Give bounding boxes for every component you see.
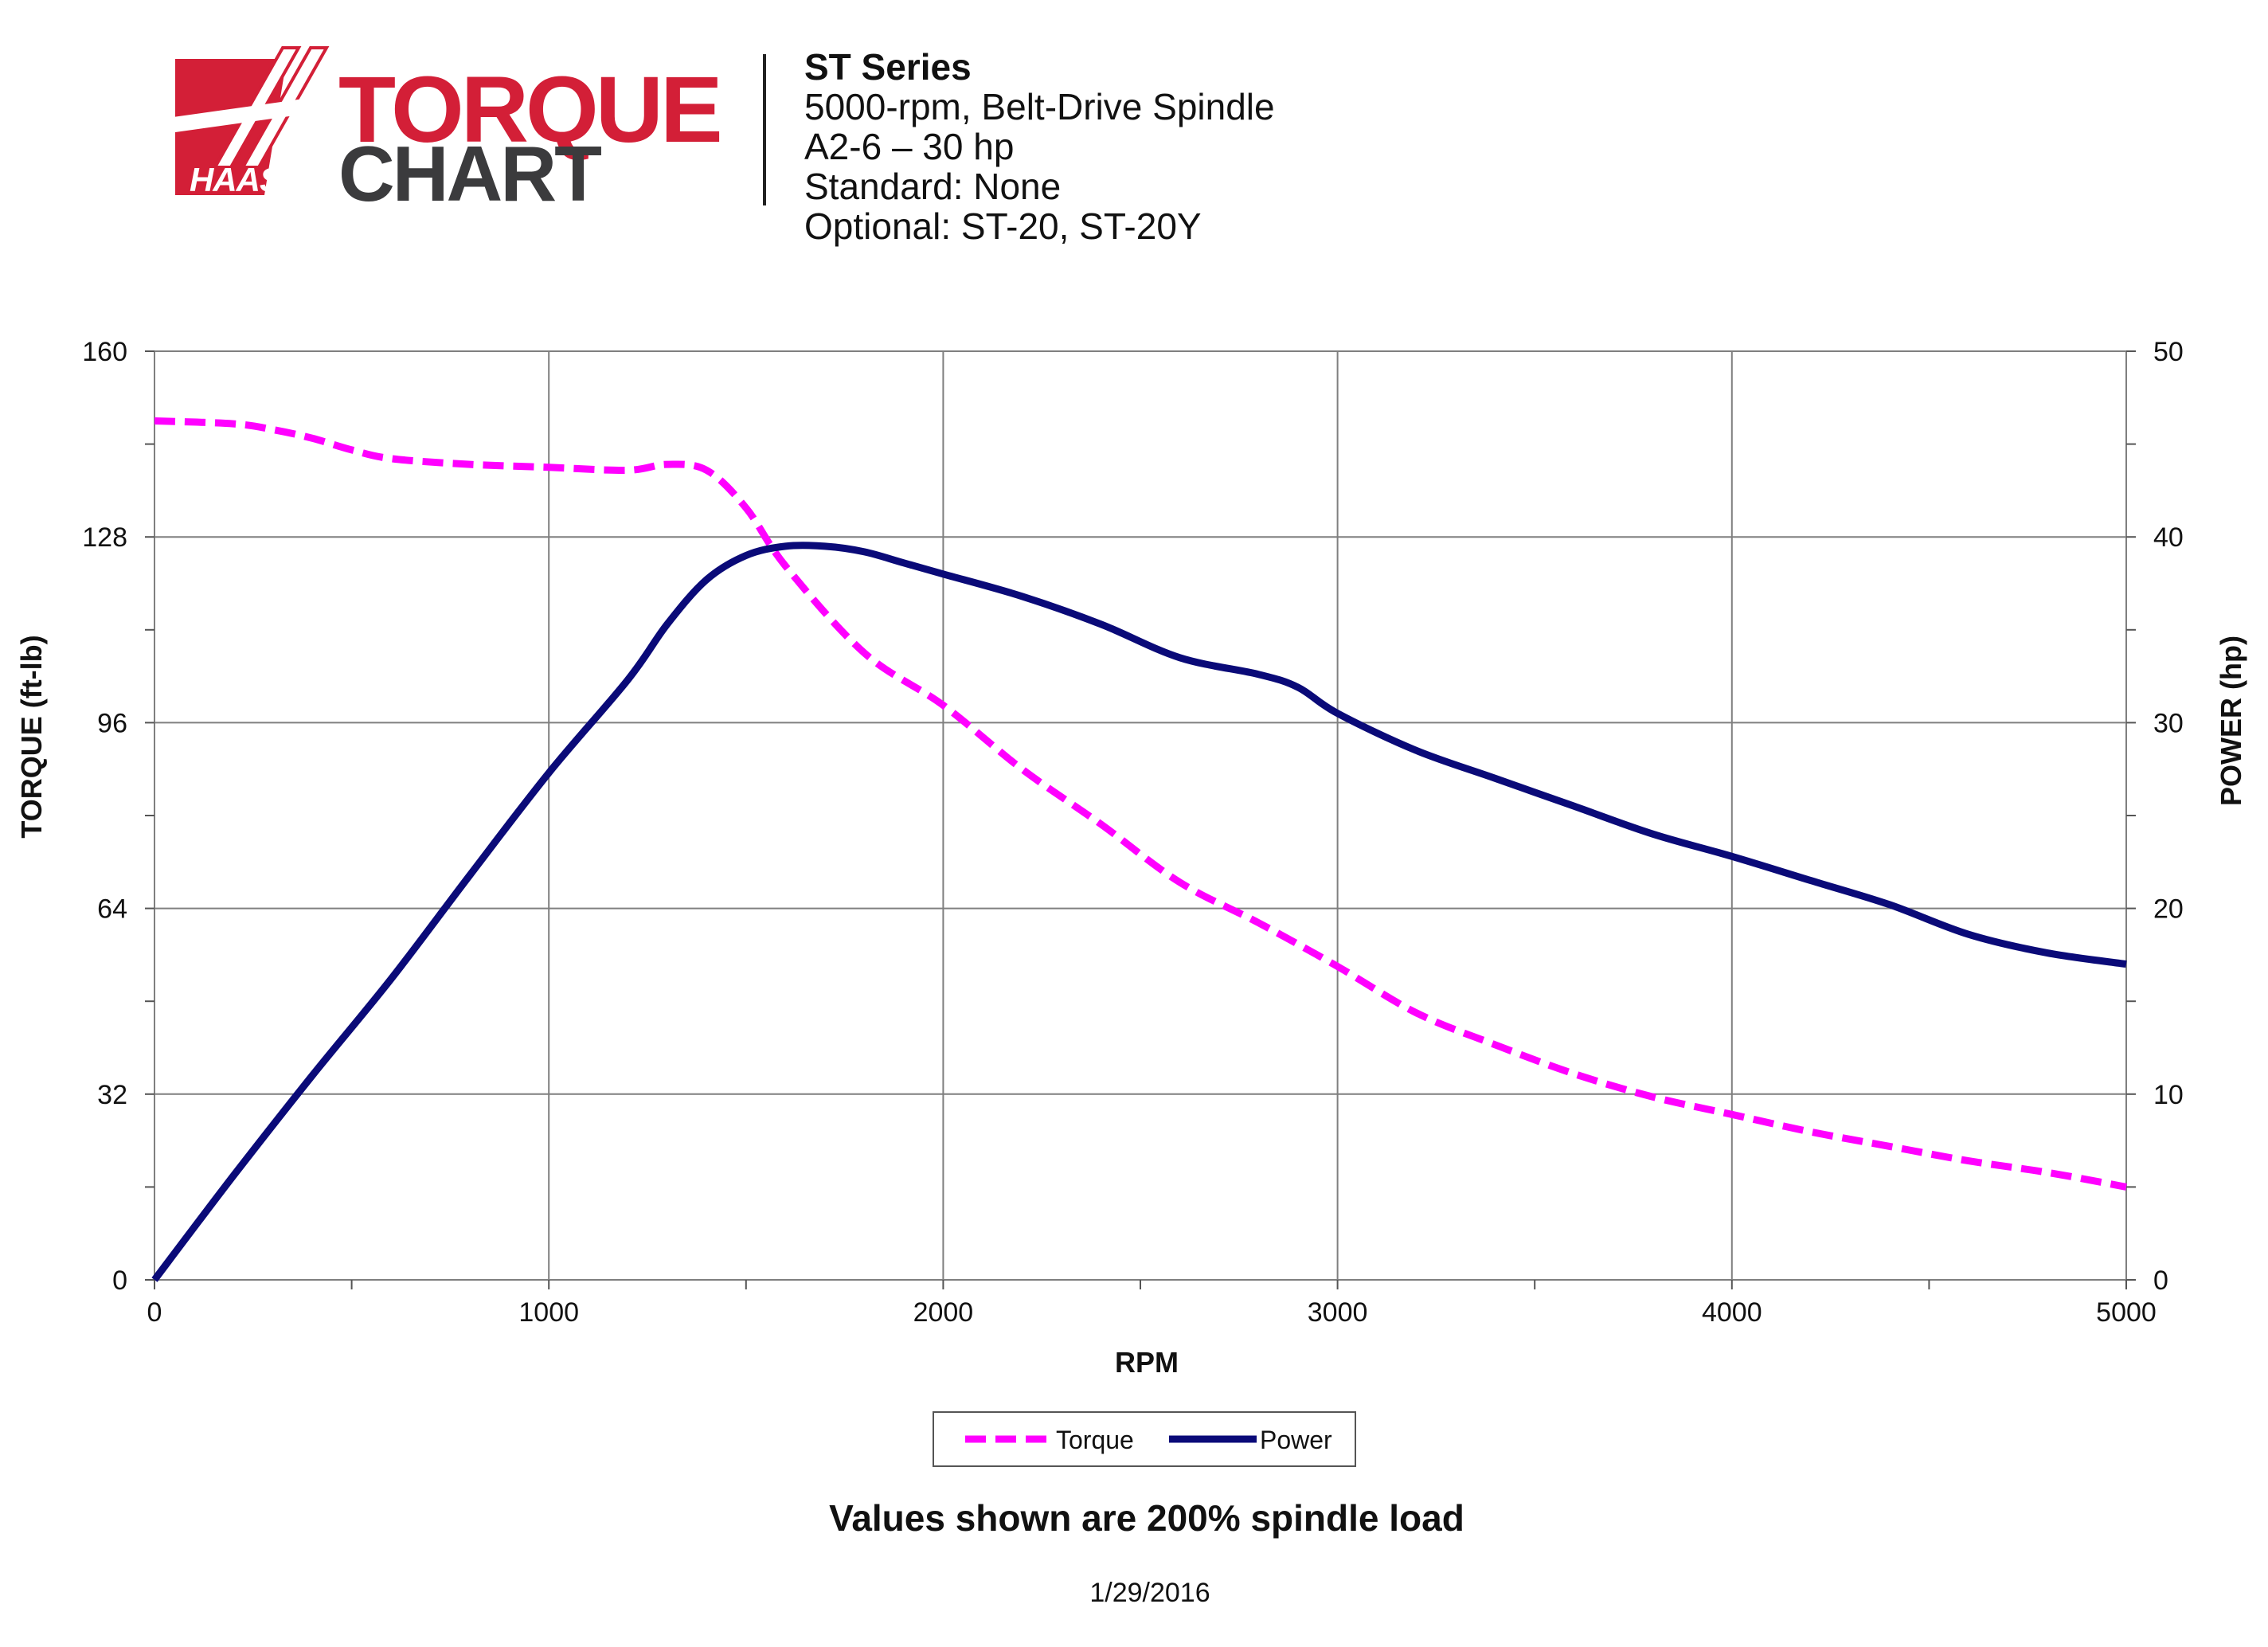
legend-power-label: Power xyxy=(1260,1426,1332,1454)
y2-tick-label: 0 xyxy=(2153,1266,2168,1296)
haas-torque-chart-logo: HAAS TORQUE CHART xyxy=(156,46,723,217)
logo-word-torque: TORQUE xyxy=(338,57,720,162)
x-tick-label: 4000 xyxy=(1702,1297,1762,1328)
x-tick-label: 3000 xyxy=(1308,1297,1368,1328)
spec-line-1: 5000-rpm, Belt-Drive Spindle xyxy=(804,86,1275,127)
x-tick-label: 5000 xyxy=(2096,1297,2157,1328)
y2-tick-label: 30 xyxy=(2153,708,2184,738)
y-tick-label: 64 xyxy=(97,894,127,925)
power-series-line xyxy=(151,542,2127,1282)
logo-white-swoosh xyxy=(156,96,334,134)
x-tick-label: 2000 xyxy=(913,1297,974,1328)
y2-tick-label: 20 xyxy=(2153,894,2184,925)
y2-axis-title: POWER (hp) xyxy=(2215,636,2247,806)
y-tick-label: 96 xyxy=(97,708,127,738)
x-axis-title: RPM xyxy=(1115,1346,1179,1379)
spec-line-3: Standard: None xyxy=(804,166,1061,207)
chart-date: 1/29/2016 xyxy=(1089,1578,1210,1608)
plot-frame xyxy=(154,350,2127,1281)
x-tick-label: 0 xyxy=(147,1297,162,1328)
spindle-load-note: Values shown are 200% spindle load xyxy=(829,1497,1464,1539)
logo-haas-slash-marks xyxy=(212,46,330,169)
logo-brand: HAAS xyxy=(190,161,282,198)
y-tick-label: 160 xyxy=(82,337,127,367)
y-tick-label: 32 xyxy=(97,1080,127,1110)
legend: Torque Power xyxy=(933,1411,1356,1467)
y2-tick-label: 50 xyxy=(2153,337,2184,367)
x-tick-label: 1000 xyxy=(518,1297,579,1328)
y-axis-title: TORQUE (ft-lb) xyxy=(15,635,48,838)
series-title: ST Series xyxy=(804,46,972,88)
logo-word-chart: CHART xyxy=(338,130,601,217)
spec-line-2: A2-6 – 30 hp xyxy=(804,126,1014,167)
spec-line-4: Optional: ST-20, ST-20Y xyxy=(804,205,1202,247)
y2-tick-label: 10 xyxy=(2153,1080,2184,1110)
y2-tick-label: 40 xyxy=(2153,522,2184,553)
header-text: ST Series 5000-rpm, Belt-Drive Spindle A… xyxy=(804,46,1275,247)
plot-area: 0 1000 2000 3000 4000 50000326496128160010203… xyxy=(82,337,2184,1328)
y-tick-label: 0 xyxy=(112,1266,127,1296)
legend-torque-label: Torque xyxy=(1056,1426,1134,1454)
y-tick-label: 128 xyxy=(82,522,127,553)
torque-series-line xyxy=(154,417,2127,1191)
